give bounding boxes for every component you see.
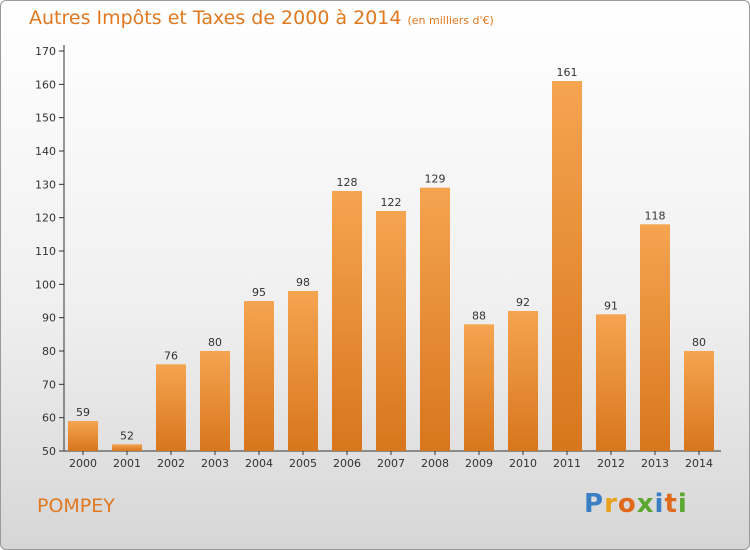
bar: [112, 444, 142, 451]
x-tick-label: 2014: [685, 457, 713, 470]
bar: [376, 211, 406, 451]
chart-title: Autres Impôts et Taxes de 2000 à 2014 (en…: [29, 7, 494, 29]
y-tick-label: 170: [35, 45, 56, 58]
bar: [288, 291, 318, 451]
logo-letter: x: [636, 489, 655, 519]
y-tick-label: 50: [42, 445, 56, 458]
bar: [332, 191, 362, 451]
x-tick-label: 2000: [69, 457, 97, 470]
y-tick-label: 70: [42, 378, 56, 391]
bar: [200, 351, 230, 451]
bar: [508, 311, 538, 451]
x-tick-label: 2010: [509, 457, 537, 470]
bar-value-label: 98: [296, 276, 310, 289]
y-tick-label: 90: [42, 312, 56, 325]
title-main: Autres Impôts et Taxes de 2000 à 2014: [29, 7, 402, 29]
bar-value-label: 129: [425, 173, 446, 186]
proxiti-logo: Proxiti: [584, 489, 688, 519]
x-tick-label: 2005: [289, 457, 317, 470]
bar-value-label: 128: [337, 176, 358, 189]
logo-letter: r: [604, 489, 618, 519]
logo-letter: t: [664, 489, 678, 519]
bar-value-label: 80: [692, 336, 706, 349]
bar-value-label: 76: [164, 349, 178, 362]
bar-value-label: 91: [604, 299, 618, 312]
y-tick-label: 150: [35, 112, 56, 125]
y-tick-label: 100: [35, 278, 56, 291]
bar: [552, 81, 582, 451]
bar: [420, 187, 450, 451]
x-tick-label: 2013: [641, 457, 669, 470]
bar-value-label: 95: [252, 286, 266, 299]
bar: [640, 224, 670, 451]
bar-value-label: 118: [645, 209, 666, 222]
logo-letter: i: [654, 489, 665, 519]
y-tick-label: 130: [35, 178, 56, 191]
bar: [244, 301, 274, 451]
x-tick-label: 2004: [245, 457, 273, 470]
y-tick-label: 60: [42, 412, 56, 425]
x-tick-label: 2007: [377, 457, 405, 470]
place-name: POMPEY: [37, 495, 115, 517]
bar-value-label: 59: [76, 406, 90, 419]
logo-letter: P: [584, 489, 605, 519]
bar-value-label: 122: [381, 196, 402, 209]
bar: [596, 314, 626, 451]
bar-value-label: 80: [208, 336, 222, 349]
logo-letter: o: [617, 489, 637, 519]
x-tick-label: 2006: [333, 457, 361, 470]
y-tick-label: 110: [35, 245, 56, 258]
bar-value-label: 161: [557, 66, 578, 79]
bar-value-label: 52: [120, 429, 134, 442]
bar-value-label: 88: [472, 309, 486, 322]
y-tick-label: 140: [35, 145, 56, 158]
bar: [156, 364, 186, 451]
y-tick-label: 120: [35, 212, 56, 225]
title-unit: (en milliers d'€): [407, 14, 494, 27]
x-tick-label: 2001: [113, 457, 141, 470]
bar: [684, 351, 714, 451]
x-tick-label: 2011: [553, 457, 581, 470]
x-tick-label: 2009: [465, 457, 493, 470]
x-tick-label: 2008: [421, 457, 449, 470]
x-tick-label: 2012: [597, 457, 625, 470]
x-tick-label: 2003: [201, 457, 229, 470]
y-tick-label: 160: [35, 78, 56, 91]
bar: [68, 421, 98, 451]
y-tick-label: 80: [42, 345, 56, 358]
bar: [464, 324, 494, 451]
logo-letter: i: [677, 489, 688, 519]
x-tick-label: 2002: [157, 457, 185, 470]
bar-value-label: 92: [516, 296, 530, 309]
